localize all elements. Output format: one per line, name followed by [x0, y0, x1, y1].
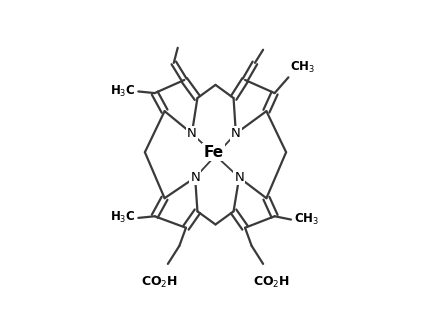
- Text: H$_3$C: H$_3$C: [110, 84, 135, 99]
- Text: CH$_3$: CH$_3$: [293, 212, 318, 227]
- Text: CH$_3$: CH$_3$: [289, 59, 314, 75]
- Text: N: N: [187, 127, 196, 140]
- Text: N: N: [190, 171, 200, 184]
- Text: CO$_2$H: CO$_2$H: [252, 275, 289, 290]
- Text: N: N: [230, 127, 240, 140]
- Text: H$_3$C: H$_3$C: [110, 210, 135, 225]
- Text: CO$_2$H: CO$_2$H: [141, 275, 178, 290]
- Text: N: N: [234, 171, 243, 184]
- Text: Fe: Fe: [203, 145, 224, 160]
